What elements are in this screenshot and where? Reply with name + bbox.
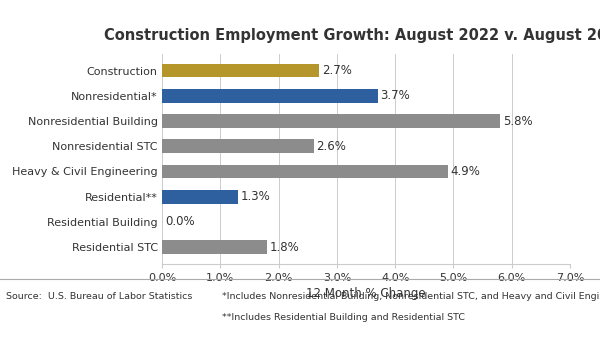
Text: 2.7%: 2.7% [322, 64, 352, 77]
Text: 5.8%: 5.8% [503, 115, 533, 127]
Bar [162, 190, 238, 204]
Text: Source:  U.S. Bureau of Labor Statistics: Source: U.S. Bureau of Labor Statistics [6, 292, 193, 301]
Bar [162, 139, 314, 153]
Bar [162, 240, 267, 254]
Bar [162, 165, 448, 178]
Text: *Includes Nonresidential Building, Nonresidential STC, and Heavy and Civil Engin: *Includes Nonresidential Building, Nonre… [222, 292, 600, 301]
Text: **Includes Residential Building and Residential STC: **Includes Residential Building and Resi… [222, 313, 465, 322]
Text: 1.3%: 1.3% [241, 190, 271, 203]
Title: Construction Employment Growth: August 2022 v. August 2023: Construction Employment Growth: August 2… [104, 28, 600, 43]
Text: 3.7%: 3.7% [380, 89, 410, 102]
Bar [162, 64, 319, 77]
X-axis label: 12 Month % Change: 12 Month % Change [306, 287, 426, 300]
Text: 2.6%: 2.6% [316, 140, 346, 153]
Text: 1.8%: 1.8% [270, 241, 299, 254]
Bar [162, 89, 377, 103]
Text: 4.9%: 4.9% [451, 165, 481, 178]
Bar [162, 114, 500, 128]
Text: 0.0%: 0.0% [165, 215, 194, 228]
